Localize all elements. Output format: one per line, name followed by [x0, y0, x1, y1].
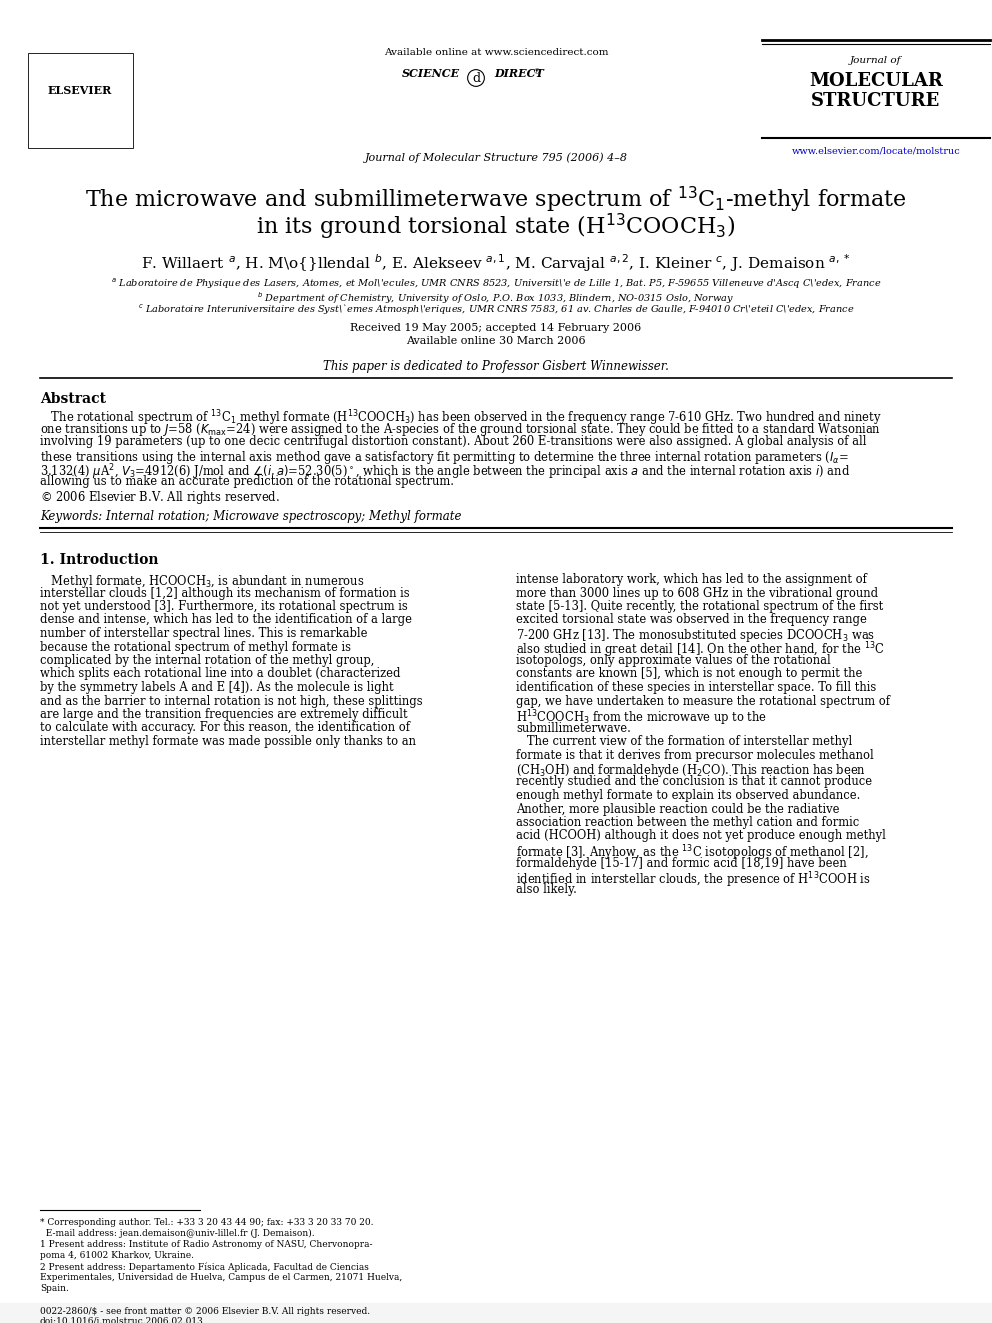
Text: 1. Introduction: 1. Introduction: [40, 553, 159, 568]
Text: allowing us to make an accurate prediction of the rotational spectrum.: allowing us to make an accurate predicti…: [40, 475, 454, 488]
Text: F. Willaert $^a$, H. M\o{}llendal $^b$, E. Alekseev $^{a,1}$, M. Carvajal $^{a,2: F. Willaert $^a$, H. M\o{}llendal $^b$, …: [142, 251, 850, 274]
Text: E-mail address: jean.demaison@univ-lillel.fr (J. Demaison).: E-mail address: jean.demaison@univ-lille…: [40, 1229, 314, 1238]
Text: gap, we have undertaken to measure the rotational spectrum of: gap, we have undertaken to measure the r…: [516, 695, 890, 708]
Text: $^a$ Laboratoire de Physique des Lasers, Atomes, et Mol\'ecules, UMR CNRS 8523, : $^a$ Laboratoire de Physique des Lasers,…: [111, 277, 881, 291]
Text: isotopologs, only approximate values of the rotational: isotopologs, only approximate values of …: [516, 654, 830, 667]
Text: interstellar clouds [1,2] although its mechanism of formation is: interstellar clouds [1,2] although its m…: [40, 586, 410, 599]
Text: 1 Present address: Institute of Radio Astronomy of NASU, Chervonopra-: 1 Present address: Institute of Radio As…: [40, 1240, 373, 1249]
Text: The current view of the formation of interstellar methyl: The current view of the formation of int…: [516, 736, 852, 747]
Text: ®: ®: [533, 67, 542, 75]
Text: (CH$_3$OH) and formaldehyde (H$_2$CO). This reaction has been: (CH$_3$OH) and formaldehyde (H$_2$CO). T…: [516, 762, 866, 779]
Text: Experimentales, Universidad de Huelva, Campus de el Carmen, 21071 Huelva,: Experimentales, Universidad de Huelva, C…: [40, 1273, 402, 1282]
Text: excited torsional state was observed in the frequency range: excited torsional state was observed in …: [516, 614, 867, 627]
Text: intense laboratory work, which has led to the assignment of: intense laboratory work, which has led t…: [516, 573, 867, 586]
Text: also likely.: also likely.: [516, 884, 577, 897]
Text: Received 19 May 2005; accepted 14 February 2006: Received 19 May 2005; accepted 14 Februa…: [350, 323, 642, 333]
Text: Journal of: Journal of: [850, 56, 902, 65]
Text: and as the barrier to internal rotation is not high, these splittings: and as the barrier to internal rotation …: [40, 695, 423, 708]
Text: The microwave and submillimeterwave spectrum of $^{13}$C$_1$-methyl formate: The microwave and submillimeterwave spec…: [85, 185, 907, 216]
Text: by the symmetry labels A and E [4]). As the molecule is light: by the symmetry labels A and E [4]). As …: [40, 681, 394, 695]
Text: H$^{13}$COOCH$_3$ from the microwave up to the: H$^{13}$COOCH$_3$ from the microwave up …: [516, 708, 767, 728]
Text: submillimeterwave.: submillimeterwave.: [516, 721, 631, 734]
Text: doi:10.1016/j.molstruc.2006.02.013: doi:10.1016/j.molstruc.2006.02.013: [40, 1316, 203, 1323]
Text: in its ground torsional state (H$^{13}$COOCH$_3$): in its ground torsional state (H$^{13}$C…: [256, 212, 736, 242]
Text: also studied in great detail [14]. On the other hand, for the $^{13}$C: also studied in great detail [14]. On th…: [516, 640, 885, 660]
Text: $^c$ Laboratoire Interuniversitaire des Syst\`emes Atmosph\'eriques, UMR CNRS 75: $^c$ Laboratoire Interuniversitaire des …: [138, 303, 854, 318]
Text: Journal of Molecular Structure 795 (2006) 4–8: Journal of Molecular Structure 795 (2006…: [364, 152, 628, 163]
Text: because the rotational spectrum of methyl formate is: because the rotational spectrum of methy…: [40, 640, 351, 654]
Text: not yet understood [3]. Furthermore, its rotational spectrum is: not yet understood [3]. Furthermore, its…: [40, 601, 408, 613]
Bar: [0, 1303, 992, 1323]
Text: recently studied and the conclusion is that it cannot produce: recently studied and the conclusion is t…: [516, 775, 872, 789]
Text: 3.132(4) $\mu$A$^2$, $V_3$=4912(6) J/mol and $\angle(i,a)$=52.30(5)$^\circ$, whi: 3.132(4) $\mu$A$^2$, $V_3$=4912(6) J/mol…: [40, 462, 850, 482]
Text: MOLECULAR: MOLECULAR: [809, 71, 943, 90]
Text: Available online 30 March 2006: Available online 30 March 2006: [406, 336, 586, 347]
Text: 7-200 GHz [13]. The monosubstituted species DCOOCH$_3$ was: 7-200 GHz [13]. The monosubstituted spec…: [516, 627, 875, 644]
Text: Keywords: Internal rotation; Microwave spectroscopy; Methyl formate: Keywords: Internal rotation; Microwave s…: [40, 509, 461, 523]
Bar: [28, 53, 133, 148]
Text: interstellar methyl formate was made possible only thanks to an: interstellar methyl formate was made pos…: [40, 736, 416, 747]
Text: 0022-2860/$ - see front matter © 2006 Elsevier B.V. All rights reserved.: 0022-2860/$ - see front matter © 2006 El…: [40, 1307, 370, 1316]
Text: identification of these species in interstellar space. To fill this: identification of these species in inter…: [516, 681, 876, 695]
Text: Spain.: Spain.: [40, 1285, 68, 1293]
Text: Abstract: Abstract: [40, 392, 106, 406]
Text: DIRECT: DIRECT: [494, 67, 544, 79]
Text: identified in interstellar clouds, the presence of H$^{13}$COOH is: identified in interstellar clouds, the p…: [516, 871, 871, 889]
Text: Another, more plausible reaction could be the radiative: Another, more plausible reaction could b…: [516, 803, 839, 815]
Text: 2 Present address: Departamento Física Aplicada, Facultad de Ciencias: 2 Present address: Departamento Física A…: [40, 1262, 369, 1271]
Text: complicated by the internal rotation of the methyl group,: complicated by the internal rotation of …: [40, 654, 374, 667]
Text: number of interstellar spectral lines. This is remarkable: number of interstellar spectral lines. T…: [40, 627, 367, 640]
Text: SCIENCE: SCIENCE: [402, 67, 460, 79]
Text: formate is that it derives from precursor molecules methanol: formate is that it derives from precurso…: [516, 749, 874, 762]
Text: * Corresponding author. Tel.: +33 3 20 43 44 90; fax: +33 3 20 33 70 20.: * Corresponding author. Tel.: +33 3 20 4…: [40, 1218, 374, 1226]
Text: $\copyright$ 2006 Elsevier B.V. All rights reserved.: $\copyright$ 2006 Elsevier B.V. All righ…: [40, 490, 280, 505]
Text: poma 4, 61002 Kharkov, Ukraine.: poma 4, 61002 Kharkov, Ukraine.: [40, 1252, 194, 1259]
Text: are large and the transition frequencies are extremely difficult: are large and the transition frequencies…: [40, 708, 408, 721]
Text: which splits each rotational line into a doublet (characterized: which splits each rotational line into a…: [40, 668, 401, 680]
Text: The rotational spectrum of $^{13}$C$_1$ methyl formate (H$^{13}$COOCH$_3$) has b: The rotational spectrum of $^{13}$C$_1$ …: [40, 407, 882, 427]
Text: STRUCTURE: STRUCTURE: [811, 93, 940, 110]
Text: one transitions up to $J$=58 ($K_{\rm max}$=24) were assigned to the A-species o: one transitions up to $J$=58 ($K_{\rm ma…: [40, 422, 881, 438]
Text: www.elsevier.com/locate/molstruc: www.elsevier.com/locate/molstruc: [792, 146, 960, 155]
Text: these transitions using the internal axis method gave a satisfactory fit permitt: these transitions using the internal axi…: [40, 448, 849, 466]
Text: more than 3000 lines up to 608 GHz in the vibrational ground: more than 3000 lines up to 608 GHz in th…: [516, 586, 878, 599]
Text: involving 19 parameters (up to one decic centrifugal distortion constant). About: involving 19 parameters (up to one decic…: [40, 435, 866, 448]
Text: dense and intense, which has led to the identification of a large: dense and intense, which has led to the …: [40, 614, 412, 627]
Text: formaldehyde [15-17] and formic acid [18,19] have been: formaldehyde [15-17] and formic acid [18…: [516, 856, 847, 869]
Text: d: d: [472, 71, 480, 85]
Text: acid (HCOOH) although it does not yet produce enough methyl: acid (HCOOH) although it does not yet pr…: [516, 830, 886, 843]
Text: association reaction between the methyl cation and formic: association reaction between the methyl …: [516, 816, 859, 830]
Text: ELSEVIER: ELSEVIER: [48, 85, 112, 95]
Text: formate [3]. Anyhow, as the $^{13}$C isotopologs of methanol [2],: formate [3]. Anyhow, as the $^{13}$C iso…: [516, 843, 869, 863]
Text: $^b$ Department of Chemistry, University of Oslo, P.O. Box 1033, Blindern, NO-03: $^b$ Department of Chemistry, University…: [258, 290, 734, 306]
Text: This paper is dedicated to Professor Gisbert Winnewisser.: This paper is dedicated to Professor Gis…: [323, 360, 669, 373]
Text: to calculate with accuracy. For this reason, the identification of: to calculate with accuracy. For this rea…: [40, 721, 410, 734]
Text: state [5-13]. Quite recently, the rotational spectrum of the first: state [5-13]. Quite recently, the rotati…: [516, 601, 883, 613]
Text: enough methyl formate to explain its observed abundance.: enough methyl formate to explain its obs…: [516, 789, 860, 802]
Text: Methyl formate, HCOOCH$_3$, is abundant in numerous: Methyl formate, HCOOCH$_3$, is abundant …: [40, 573, 364, 590]
Text: constants are known [5], which is not enough to permit the: constants are known [5], which is not en…: [516, 668, 862, 680]
Text: Available online at www.sciencedirect.com: Available online at www.sciencedirect.co…: [384, 48, 608, 57]
